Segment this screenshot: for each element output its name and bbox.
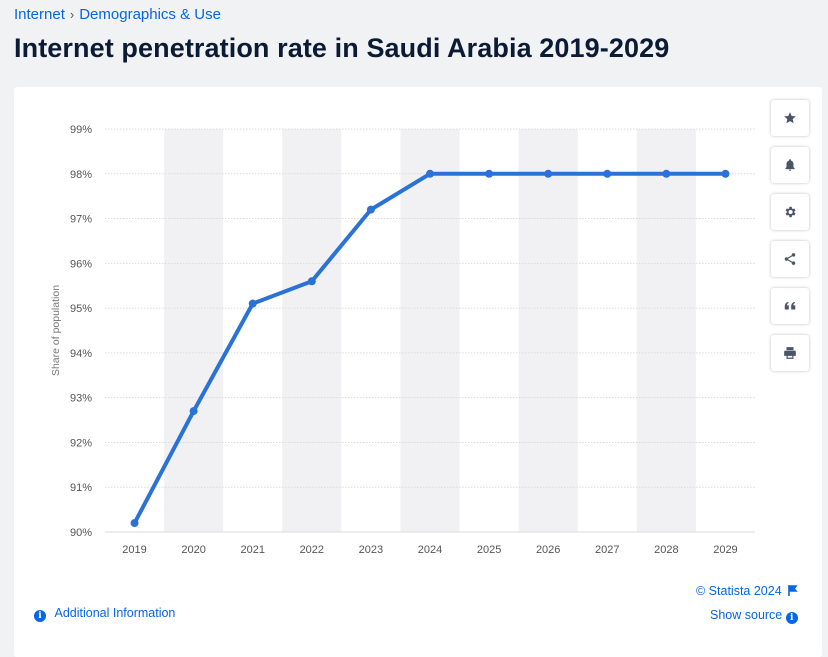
notification-button[interactable]: [771, 147, 809, 183]
data-point: [603, 169, 612, 178]
print-button[interactable]: [771, 335, 809, 371]
favorite-button[interactable]: [771, 100, 809, 136]
print-icon: [784, 347, 796, 359]
x-tick-label: 2022: [300, 544, 324, 556]
data-point: [721, 169, 730, 178]
data-point: [130, 519, 139, 528]
page-title: Internet penetration rate in Saudi Arabi…: [14, 33, 670, 63]
y-tick-label: 98%: [70, 169, 92, 181]
show-source-label: Show source: [710, 608, 783, 622]
x-tick-label: 2025: [477, 544, 501, 556]
additional-information-button[interactable]: i Additional Information: [34, 606, 175, 622]
data-point: [426, 169, 434, 178]
column-band: [164, 129, 224, 532]
y-tick-label: 96%: [70, 258, 92, 270]
show-source-button[interactable]: Show source i: [710, 608, 798, 624]
x-tick-label: 2027: [595, 544, 619, 556]
column-band: [400, 129, 460, 532]
breadcrumb: Internet › Demographics & Use: [14, 6, 221, 23]
x-tick-label: 2028: [654, 544, 678, 556]
x-tick-label: 2024: [418, 544, 442, 556]
x-tick-label: 2021: [240, 544, 264, 556]
y-axis-label: Share of population: [50, 285, 62, 376]
flag-icon: [788, 585, 798, 596]
breadcrumb-demographics-link[interactable]: Demographics & Use: [79, 6, 221, 23]
data-point: [307, 277, 316, 286]
chart-toolbar: [771, 100, 809, 382]
data-point: [366, 205, 375, 214]
column-band: [518, 129, 578, 532]
share-button[interactable]: [771, 241, 809, 277]
line-chart: 90% 91% 92% 93% 94% 95% 96% 97% 98% 99% 2019 2020 20…: [50, 124, 755, 556]
settings-button[interactable]: [771, 194, 809, 230]
chart-card: 90% 91% 92% 93% 94% 95% 96% 97% 98% 99% 2019 2020 20…: [14, 87, 822, 657]
x-tick-label: 2020: [181, 544, 205, 556]
x-tick-label: 2023: [359, 544, 383, 556]
column-band: [282, 129, 342, 532]
cite-button[interactable]: [771, 288, 809, 324]
data-point: [662, 169, 671, 178]
breadcrumb-separator: ›: [69, 7, 75, 22]
y-tick-label: 97%: [70, 214, 92, 226]
info-icon: i: [785, 612, 798, 624]
y-tick-label: 94%: [70, 348, 92, 360]
data-point: [189, 407, 198, 416]
share-icon: [784, 253, 796, 265]
bell-icon: [785, 159, 795, 171]
y-tick-label: 95%: [70, 303, 92, 315]
data-point: [485, 169, 494, 178]
copyright-link[interactable]: © Statista 2024: [696, 584, 798, 598]
gear-icon: [785, 206, 796, 218]
y-tick-label: 93%: [70, 393, 92, 405]
info-icon: i: [34, 610, 46, 622]
x-tick-label: 2019: [122, 544, 146, 556]
copyright-text: © Statista 2024: [696, 584, 782, 598]
y-tick-label: 91%: [70, 482, 92, 494]
quote-icon: [784, 301, 796, 310]
x-tick-label: 2026: [536, 544, 560, 556]
data-point: [248, 299, 257, 308]
star-icon: [784, 112, 796, 124]
x-tick-label: 2029: [713, 544, 737, 556]
y-tick-label: 99%: [70, 124, 92, 136]
y-tick-label: 92%: [70, 437, 92, 449]
breadcrumb-internet-link[interactable]: Internet: [14, 6, 65, 23]
column-band: [636, 129, 696, 532]
data-point: [544, 169, 553, 178]
additional-information-label: Additional Information: [54, 606, 176, 620]
y-tick-label: 90%: [70, 527, 92, 539]
